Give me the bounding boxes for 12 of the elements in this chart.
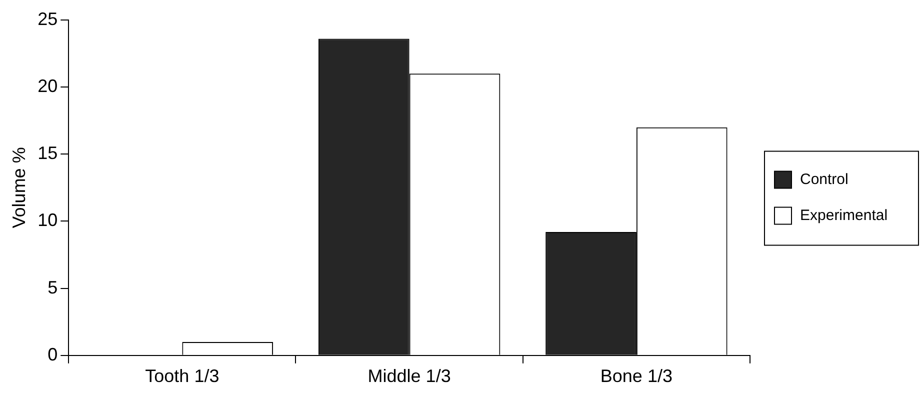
y-tick-label: 5 — [48, 277, 58, 298]
y-tick-label: 0 — [48, 344, 58, 364]
x-tick-label: Bone 1/3 — [600, 366, 672, 386]
y-axis-title: Volume % — [8, 147, 29, 228]
y-tick-label: 15 — [38, 143, 58, 164]
y-tick-label: 10 — [38, 210, 58, 230]
x-tick-label: Middle 1/3 — [368, 366, 451, 386]
legend-label: Control — [800, 170, 848, 188]
legend-label: Experimental — [800, 206, 888, 224]
y-tick-label: 25 — [38, 8, 58, 29]
y-tick-label: 20 — [38, 76, 58, 96]
x-tick-label: Tooth 1/3 — [145, 366, 220, 386]
